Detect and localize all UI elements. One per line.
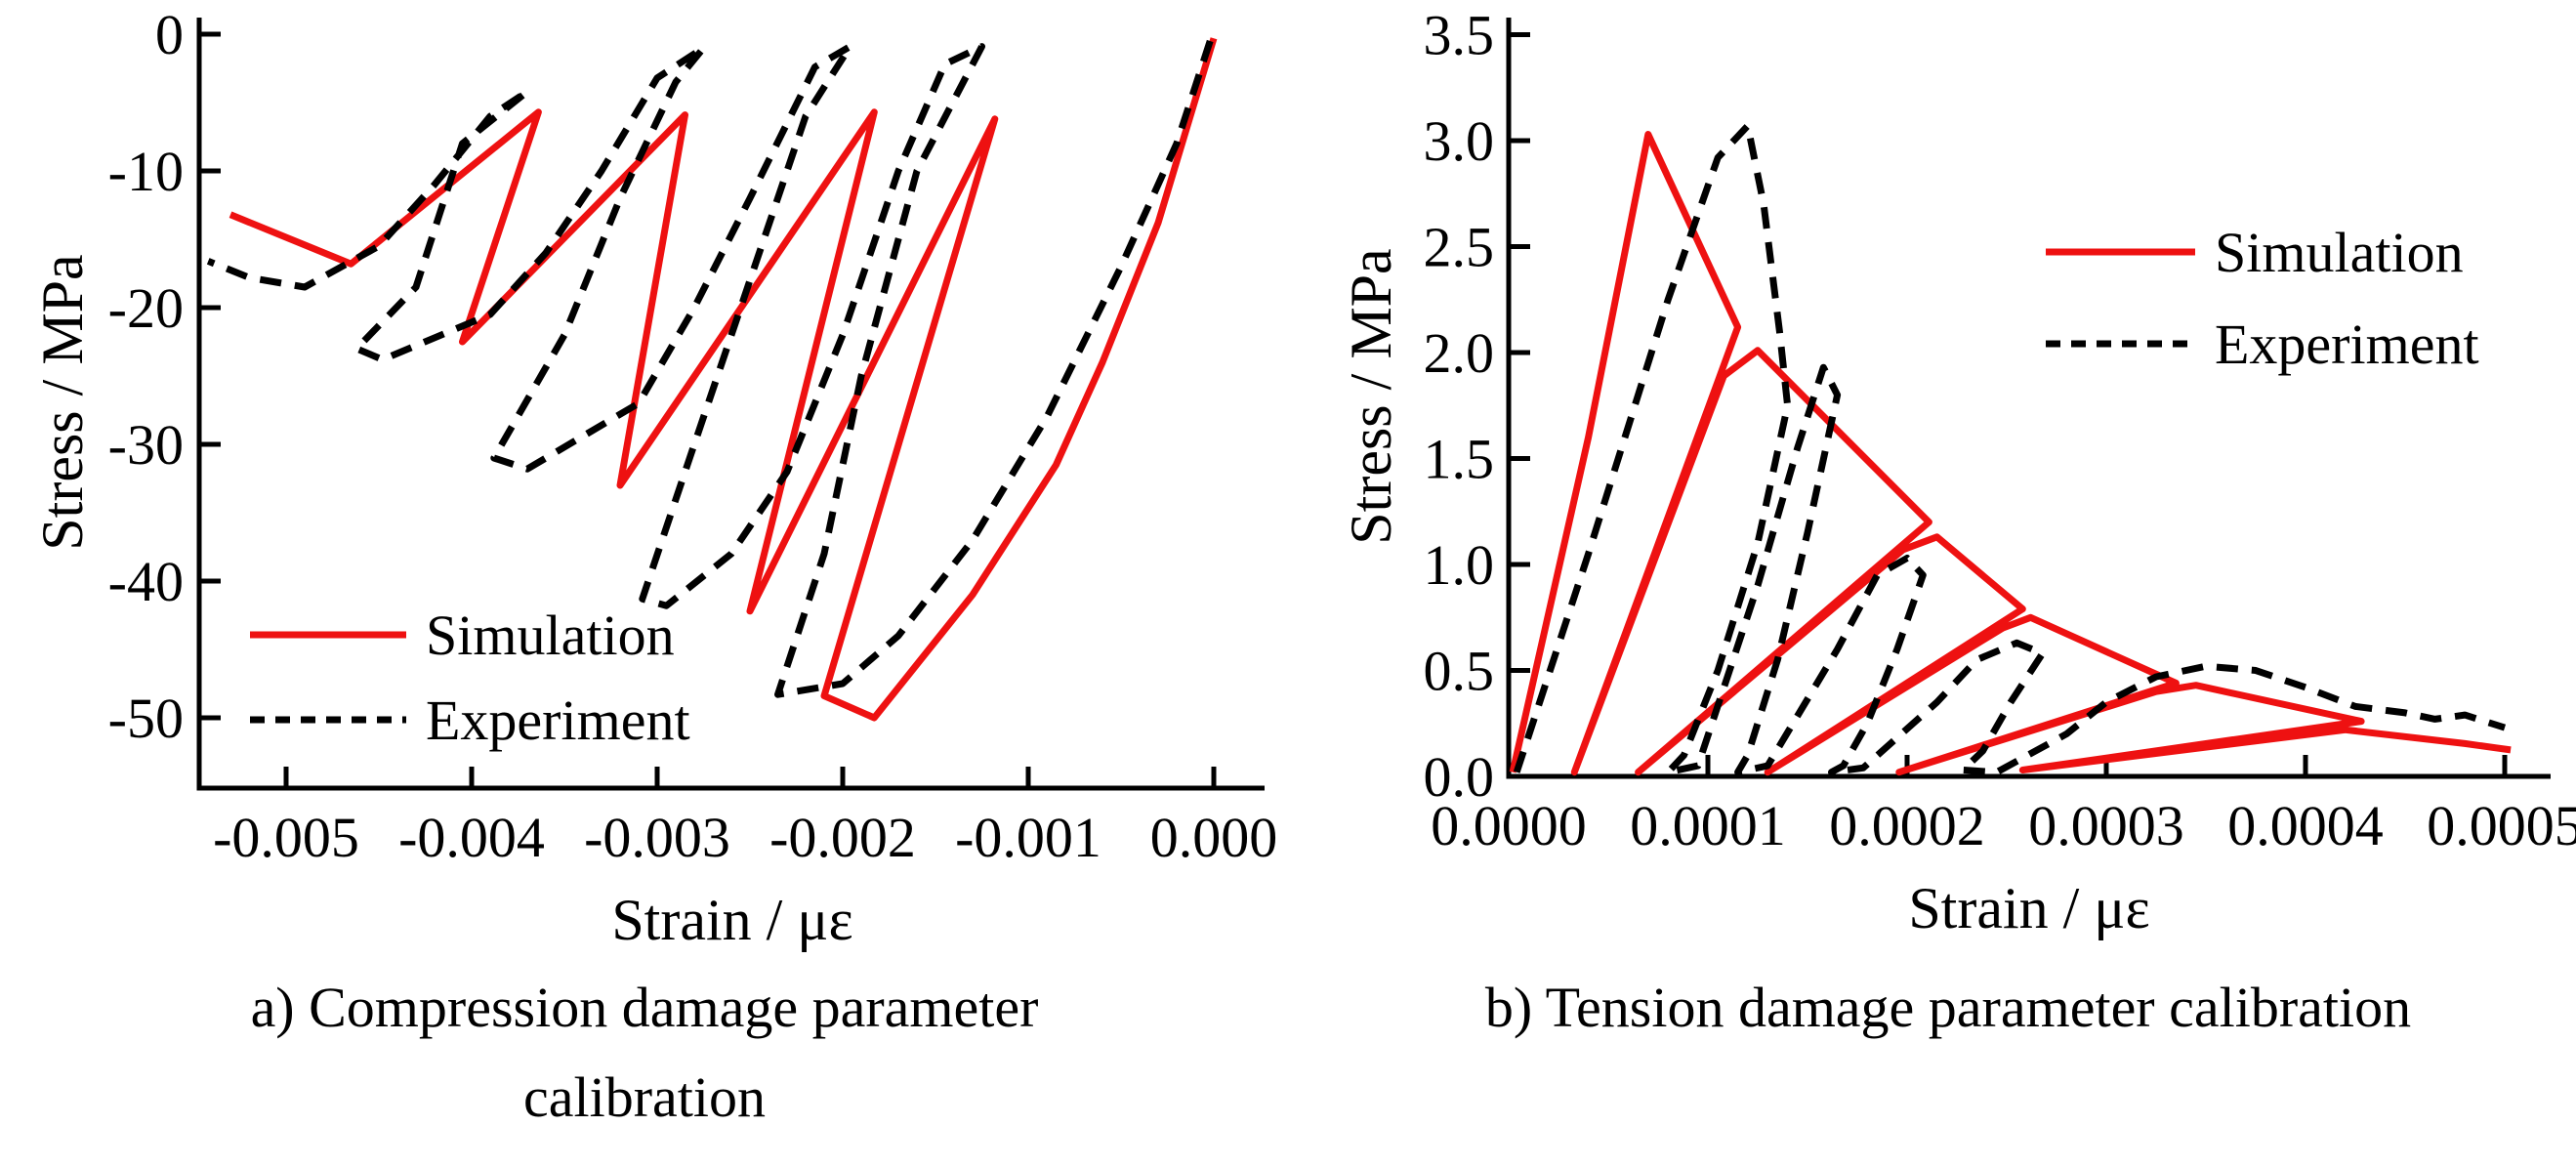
x-tick-label: -0.001 [955, 806, 1101, 869]
simulation-curve [229, 37, 1218, 722]
y-tick-label: 3.5 [1424, 4, 1495, 67]
x-tick-label: -0.003 [584, 806, 730, 869]
legend-experiment-label: Experiment [2215, 313, 2479, 376]
x-axis-title: Strain / με [611, 888, 852, 952]
x-axis-title: Strain / με [1908, 876, 2149, 940]
y-tick-label: -30 [108, 413, 184, 477]
x-tick-label: 0.0000 [1431, 794, 1587, 857]
y-tick-label: -20 [108, 276, 184, 340]
experiment-curve [1513, 122, 2507, 776]
x-tick-label: 0.0002 [1829, 794, 1985, 857]
caption-b-line1: b) Tension damage parameter calibration [1484, 976, 2412, 1039]
y-tick-label: 2.0 [1424, 321, 1495, 385]
y-tick-label: -50 [108, 687, 184, 750]
x-tick-label: -0.002 [769, 806, 916, 869]
x-tick-label: 0.0003 [2028, 794, 2184, 857]
caption-a-line1: a) Compression damage parameter [250, 976, 1039, 1039]
compression-chart: -0.005 -0.004 -0.003 -0.002 -0.001 0.000 0 -10 -… [30, 3, 1277, 952]
y-tick-label: 3.0 [1424, 109, 1495, 173]
y-tick-label: 1.0 [1424, 533, 1495, 597]
y-tick-label: 0.0 [1424, 745, 1495, 809]
y-tick-label: 0.5 [1424, 640, 1495, 703]
y-axis-title: Stress / MPa [30, 254, 95, 550]
y-tick-label: -10 [108, 140, 184, 203]
x-tick-label: 0.0005 [2427, 794, 2576, 857]
simulation-curve [1509, 131, 2512, 776]
x-tick-label: 0.0001 [1630, 794, 1786, 857]
y-tick-label: 1.5 [1424, 428, 1495, 491]
legend-experiment-label: Experiment [426, 688, 690, 752]
y-tick-label: 0 [155, 3, 184, 66]
x-tick-label: -0.005 [213, 806, 359, 869]
caption-a-line2: calibration [522, 1065, 766, 1129]
y-tick-label: -40 [108, 550, 184, 613]
legend-simulation-label: Simulation [2215, 221, 2464, 284]
x-tick-label: 0.0004 [2227, 794, 2384, 857]
x-tick-label: -0.004 [398, 806, 545, 869]
y-axis-title: Stress / MPa [1339, 248, 1403, 544]
x-tick-label: 0.000 [1150, 806, 1278, 869]
experiment-curve [206, 39, 1214, 698]
tension-chart: 0.0000 0.0001 0.0002 0.0003 0.0004 0.0005 0.0 0… [1339, 4, 2576, 941]
y-tick-label: 2.5 [1424, 216, 1495, 279]
legend-simulation-label: Simulation [426, 604, 675, 667]
